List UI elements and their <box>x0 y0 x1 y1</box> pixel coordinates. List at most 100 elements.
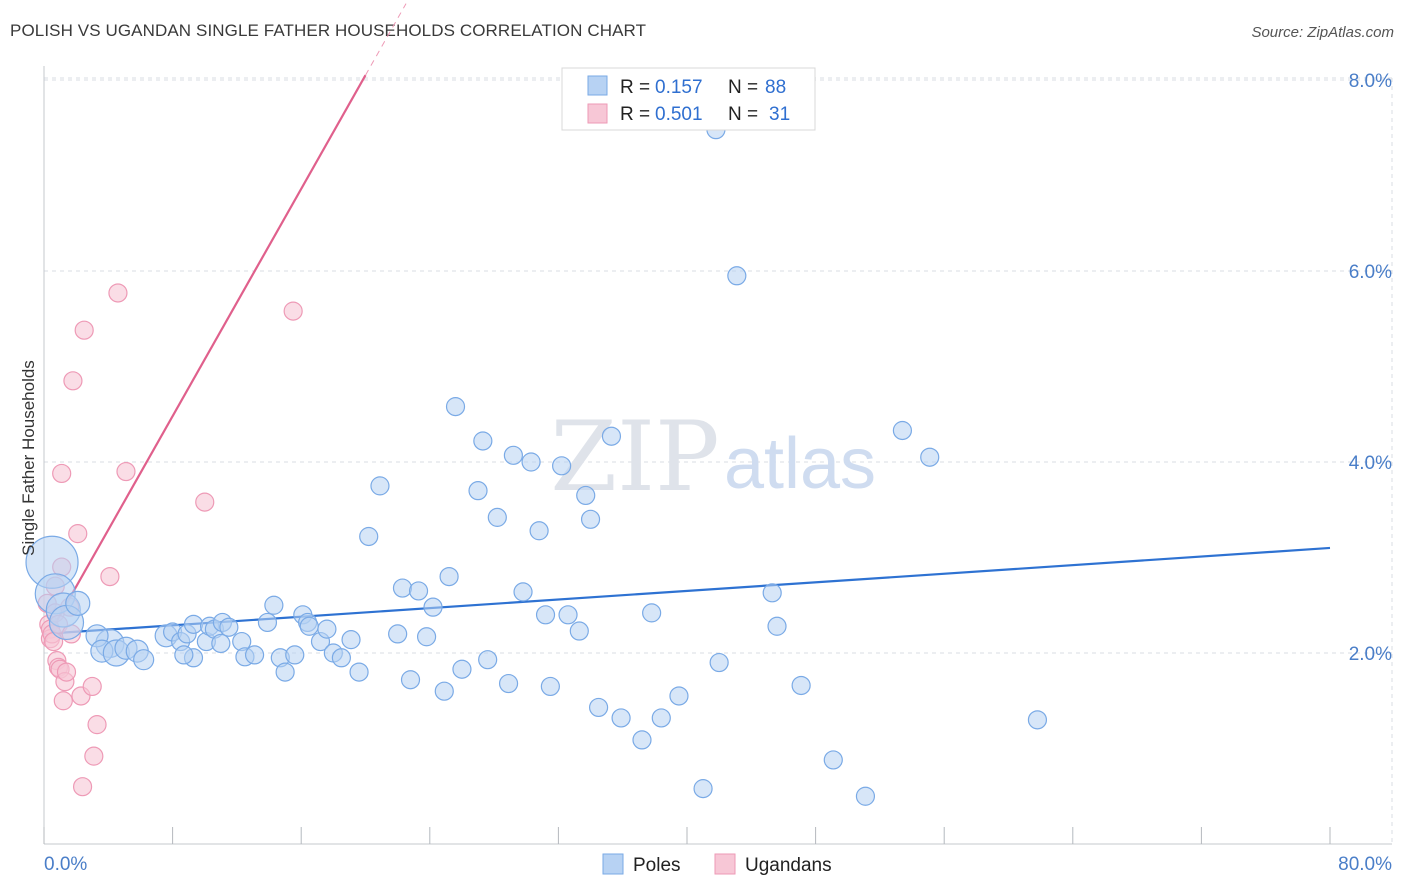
poles-point-4 <box>65 590 91 616</box>
poles-point-11 <box>133 649 155 671</box>
poles-point-39 <box>331 648 351 668</box>
x-tick-label-0: 0.0% <box>44 854 87 875</box>
y-tick-label-1: 4.0% <box>1349 453 1392 474</box>
watermark: ZIP atlas <box>550 401 876 513</box>
poles-point-29 <box>264 595 284 615</box>
ugandans-point-23 <box>74 320 94 340</box>
poles-point-73 <box>632 730 652 750</box>
poles-point-66 <box>558 605 578 625</box>
poles-point-55 <box>473 431 493 451</box>
poles-point-59 <box>503 445 523 465</box>
ugandans-point-29 <box>116 461 136 482</box>
poles-point-53 <box>452 659 472 679</box>
legend-ugandans-n-label: N = <box>728 104 758 125</box>
poles-point-51 <box>439 566 459 587</box>
poles-point-40 <box>341 630 361 650</box>
ugandans-trend-line <box>43 74 367 644</box>
legend-swatch-ugandans <box>587 103 608 124</box>
ugandans-point-27 <box>100 566 120 587</box>
legend-poles-r-value: 0.157 <box>655 77 703 98</box>
poles-point-77 <box>693 779 713 799</box>
poles-point-31 <box>285 645 305 665</box>
poles-point-23 <box>219 617 239 637</box>
poles-point-65 <box>552 456 572 476</box>
legend-swatch-poles <box>587 75 608 96</box>
y-tick-label-0: 2.0% <box>1349 644 1392 665</box>
poles-point-67 <box>569 621 589 641</box>
poles-point-24 <box>211 633 231 654</box>
y-tick-label-3: 8.0% <box>1349 71 1392 92</box>
poles-point-72 <box>611 708 631 728</box>
poles-point-43 <box>359 526 379 547</box>
ugandans-point-22 <box>72 777 93 797</box>
chart-title: POLISH VS UGANDAN SINGLE FATHER HOUSEHOL… <box>10 21 647 40</box>
source-label: Source: ZipAtlas.com <box>1251 24 1394 41</box>
poles-points <box>25 120 1048 806</box>
poles-point-58 <box>498 673 519 694</box>
poles-point-48 <box>416 627 437 647</box>
poles-point-35 <box>275 662 295 682</box>
poles-point-16 <box>183 614 204 634</box>
ugandans-points <box>37 283 303 797</box>
poles-point-60 <box>513 582 533 602</box>
poles-point-56 <box>478 650 498 670</box>
series-legend: Poles Ugandans <box>602 853 832 876</box>
ugandans-point-19 <box>63 371 83 391</box>
legend-poles-n-value: 88 <box>765 77 786 98</box>
bottom-legend-poles-label: Poles <box>633 855 681 876</box>
ugandans-point-14 <box>53 691 73 711</box>
poles-point-62 <box>529 521 549 541</box>
poles-point-49 <box>423 597 443 617</box>
poles-point-18 <box>174 645 194 665</box>
y-tick-labels: 2.0% 4.0% 6.0% 8.0% <box>1349 71 1392 665</box>
poles-point-47 <box>408 581 429 601</box>
poles-point-63 <box>535 605 556 625</box>
axes <box>43 66 1392 845</box>
poles-point-45 <box>392 578 413 598</box>
legend-ugandans-r-value: 0.501 <box>655 104 703 125</box>
poles-point-42 <box>370 476 390 496</box>
poles-point-50 <box>434 681 454 701</box>
poles-point-74 <box>642 603 662 623</box>
ugandans-point-25 <box>84 746 104 766</box>
poles-point-27 <box>244 645 265 665</box>
x-tick-labels: 0.0% 80.0% <box>44 854 1392 875</box>
poles-point-87 <box>920 447 940 467</box>
poles-point-71 <box>601 426 622 446</box>
ugandans-point-16 <box>56 662 77 682</box>
poles-point-52 <box>445 397 466 417</box>
ugandans-point-28 <box>108 283 128 303</box>
poles-point-68 <box>576 485 596 506</box>
ugandans-point-20 <box>68 524 88 544</box>
poles-point-28 <box>257 612 278 633</box>
poles-point-88 <box>1027 710 1048 730</box>
watermark-zip: ZIP <box>550 401 719 513</box>
poles-point-37 <box>317 619 337 639</box>
ugandans-trend-extension <box>365 3 407 76</box>
ugandans-point-26 <box>87 715 107 735</box>
poles-point-86 <box>892 420 913 441</box>
poles-point-44 <box>388 624 408 644</box>
poles-point-61 <box>521 452 541 472</box>
poles-point-34 <box>299 616 319 636</box>
poles-point-76 <box>669 686 689 706</box>
ugandans-point-30 <box>195 492 215 512</box>
poles-point-69 <box>580 509 601 529</box>
poles-point-83 <box>791 675 811 696</box>
watermark-atlas: atlas <box>724 424 876 504</box>
bottom-legend-swatch-poles <box>602 853 624 875</box>
ugandans-point-24 <box>82 676 102 697</box>
poles-point-57 <box>487 507 507 527</box>
poles-point-70 <box>588 697 609 718</box>
stats-legend: R = 0.157 N = 88 R = 0.501 N = 31 <box>561 67 816 131</box>
x-tick-label-1: 80.0% <box>1338 854 1392 875</box>
poles-trend-line <box>43 546 1331 635</box>
poles-point-84 <box>823 750 843 770</box>
y-axis-label: Single Father Households <box>19 360 38 556</box>
legend-ugandans-n-value: 31 <box>769 104 790 125</box>
poles-point-54 <box>468 481 488 501</box>
poles-point-85 <box>855 786 876 806</box>
poles-point-81 <box>762 583 782 603</box>
legend-poles-n-label: N = <box>728 77 758 98</box>
poles-point-78 <box>709 652 729 673</box>
